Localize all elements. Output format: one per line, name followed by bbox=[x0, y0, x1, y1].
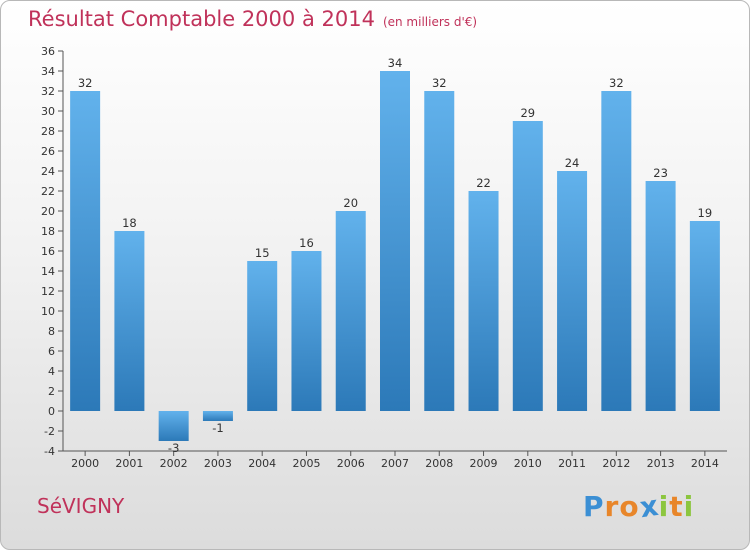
y-tick-label: 26 bbox=[41, 145, 55, 158]
y-tick-label: 36 bbox=[41, 45, 55, 58]
data-label-2000: 32 bbox=[78, 76, 93, 90]
y-tick-label: 0 bbox=[48, 405, 55, 418]
data-label-2008: 32 bbox=[432, 76, 447, 90]
data-label-2010: 29 bbox=[520, 106, 535, 120]
x-tick-label: 2003 bbox=[204, 457, 232, 470]
y-tick-label: 2 bbox=[48, 385, 55, 398]
data-label-2001: 18 bbox=[122, 216, 137, 230]
x-tick-label: 2006 bbox=[337, 457, 365, 470]
bar-2014 bbox=[689, 221, 720, 411]
x-tick-label: 2013 bbox=[647, 457, 675, 470]
data-label-2007: 34 bbox=[388, 56, 403, 70]
logo-letter: i bbox=[683, 490, 695, 523]
data-label-2003: -1 bbox=[212, 421, 223, 435]
y-tick-label: 14 bbox=[41, 265, 55, 278]
data-label-2012: 32 bbox=[609, 76, 624, 90]
y-tick-label: 34 bbox=[41, 65, 55, 78]
data-label-2005: 16 bbox=[299, 236, 314, 250]
x-tick-label: 2012 bbox=[602, 457, 630, 470]
bar-2006 bbox=[335, 211, 366, 411]
bar-2011 bbox=[557, 171, 588, 411]
y-tick-label: 22 bbox=[41, 185, 55, 198]
chart-data-labels: 32 18 -3 -1 15 16 20 34 32 22 29 24 32 23 19 bbox=[78, 56, 712, 455]
bar-2010 bbox=[512, 121, 543, 411]
data-label-2009: 22 bbox=[476, 176, 491, 190]
bar-2002 bbox=[158, 411, 189, 441]
town-name: SéVIGNY bbox=[37, 494, 125, 518]
data-label-2004: 15 bbox=[255, 246, 270, 260]
y-tick-label: 32 bbox=[41, 85, 55, 98]
x-tick-label: 2010 bbox=[514, 457, 542, 470]
x-tick-label: 2000 bbox=[71, 457, 99, 470]
logo-letter: i bbox=[658, 490, 670, 523]
data-label-2013: 23 bbox=[653, 166, 668, 180]
logo-letter: t bbox=[669, 490, 684, 523]
x-tick-label: 2011 bbox=[558, 457, 586, 470]
logo-letter: o bbox=[619, 490, 640, 523]
chart-bars bbox=[70, 71, 720, 441]
y-tick-label: 12 bbox=[41, 285, 55, 298]
bar-2005 bbox=[291, 251, 322, 411]
bar-2012 bbox=[601, 91, 632, 411]
y-tick-label: 18 bbox=[41, 225, 55, 238]
bar-2008 bbox=[424, 91, 455, 411]
chart-title: Résultat Comptable 2000 à 2014 (en millie… bbox=[28, 7, 477, 31]
bar-2004 bbox=[247, 261, 278, 411]
bar-2001 bbox=[114, 231, 145, 411]
logo-letter: P bbox=[583, 490, 605, 523]
x-tick-label: 2002 bbox=[160, 457, 188, 470]
logo-letter: x bbox=[637, 488, 661, 525]
data-label-2011: 24 bbox=[565, 156, 580, 170]
proxiti-logo: Proxiti bbox=[583, 488, 695, 525]
y-tick-label: 8 bbox=[48, 325, 55, 338]
x-tick-label: 2001 bbox=[115, 457, 143, 470]
chart-subtitle: (en milliers d'€) bbox=[382, 15, 478, 29]
x-tick-label: 2014 bbox=[691, 457, 719, 470]
bar-2007 bbox=[380, 71, 410, 411]
y-tick-label: -2 bbox=[44, 425, 55, 438]
chart-axes: -4-2024681012141618202224262830323436200… bbox=[41, 45, 727, 470]
bar-2013 bbox=[645, 181, 676, 411]
bar-2000 bbox=[70, 91, 101, 411]
x-tick-label: 2004 bbox=[248, 457, 276, 470]
y-tick-label: 4 bbox=[48, 365, 55, 378]
x-tick-label: 2005 bbox=[292, 457, 320, 470]
y-tick-label: 6 bbox=[48, 345, 55, 358]
data-label-2006: 20 bbox=[343, 196, 358, 210]
bar-2003 bbox=[202, 411, 233, 421]
data-label-2014: 19 bbox=[698, 206, 713, 220]
y-tick-label: -4 bbox=[44, 445, 55, 458]
x-tick-label: 2007 bbox=[381, 457, 409, 470]
y-tick-label: 16 bbox=[41, 245, 55, 258]
y-tick-label: 20 bbox=[41, 205, 55, 218]
bar-2009 bbox=[468, 191, 499, 411]
data-label-2002: -3 bbox=[168, 441, 179, 455]
x-tick-label: 2008 bbox=[425, 457, 453, 470]
x-tick-label: 2009 bbox=[470, 457, 498, 470]
y-tick-label: 24 bbox=[41, 165, 55, 178]
y-tick-label: 10 bbox=[41, 305, 55, 318]
y-tick-label: 30 bbox=[41, 105, 55, 118]
logo-letter: r bbox=[604, 490, 620, 523]
y-tick-label: 28 bbox=[41, 125, 55, 138]
chart-title-text: Résultat Comptable 2000 à 2014 bbox=[28, 7, 375, 31]
